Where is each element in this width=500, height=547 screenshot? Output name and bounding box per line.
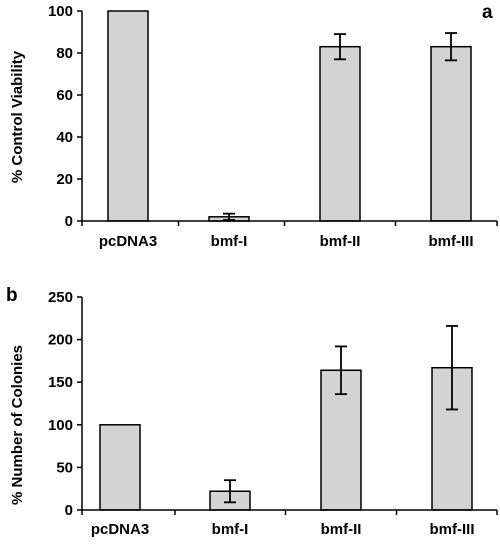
x-category-label: bmf-III xyxy=(429,233,474,250)
panel-a-chart: a % Control Viability 0 20 40 60 80 100 pcDNA… xyxy=(9,2,498,250)
bar-bmf-III xyxy=(430,45,472,222)
y-tick-label: 200 xyxy=(48,332,73,349)
panel-b-axes xyxy=(81,297,498,515)
x-category-label: pcDNA3 xyxy=(91,521,149,538)
x-category-label: bmf-II xyxy=(320,233,361,250)
panel-b-y-ticks: 0 50 100 150 200 250 xyxy=(48,289,82,519)
panel-b-bars xyxy=(99,366,473,511)
x-category-label: bmf-II xyxy=(321,521,362,538)
y-tick-label: 100 xyxy=(48,417,73,434)
y-tick-label: 0 xyxy=(65,502,73,519)
bar-pcDNA3 xyxy=(107,10,149,222)
y-tick-label: 60 xyxy=(56,87,73,104)
panel-a-bars xyxy=(107,10,472,222)
y-tick-label: 250 xyxy=(48,289,73,306)
panel-b-error-bars xyxy=(224,325,458,504)
y-tick-label: 150 xyxy=(48,374,73,391)
panel-a-error-bars xyxy=(223,32,457,221)
y-tick-label: 100 xyxy=(48,3,73,20)
y-tick-label: 80 xyxy=(56,45,73,62)
panel-a-y-ticks: 0 20 40 60 80 100 xyxy=(48,3,82,230)
y-tick-label: 50 xyxy=(56,459,73,476)
y-tick-label: 40 xyxy=(56,129,73,146)
panel-b-y-axis-title: % Number of Colonies xyxy=(9,345,26,505)
panel-a-label: a xyxy=(482,2,493,23)
bar-bmf-II xyxy=(319,45,361,222)
panel-a-axes xyxy=(81,11,498,226)
panel-b-label: b xyxy=(6,285,18,306)
x-category-label: pcDNA3 xyxy=(99,233,157,250)
panel-b-x-labels: pcDNA3 bmf-I bmf-II bmf-III xyxy=(91,521,475,538)
x-category-label: bmf-III xyxy=(430,521,475,538)
panel-a-x-labels: pcDNA3 bmf-I bmf-II bmf-III xyxy=(99,233,474,250)
y-tick-label: 20 xyxy=(56,171,73,188)
x-category-label: bmf-I xyxy=(212,521,249,538)
x-category-label: bmf-I xyxy=(211,233,248,250)
panel-a-y-axis-title: % Control Viability xyxy=(9,50,26,183)
y-tick-label: 0 xyxy=(65,213,73,230)
bar-pcDNA3 xyxy=(99,424,141,511)
panel-b-chart: b % Number of Colonies 0 50 100 150 200 250 p… xyxy=(6,285,498,538)
